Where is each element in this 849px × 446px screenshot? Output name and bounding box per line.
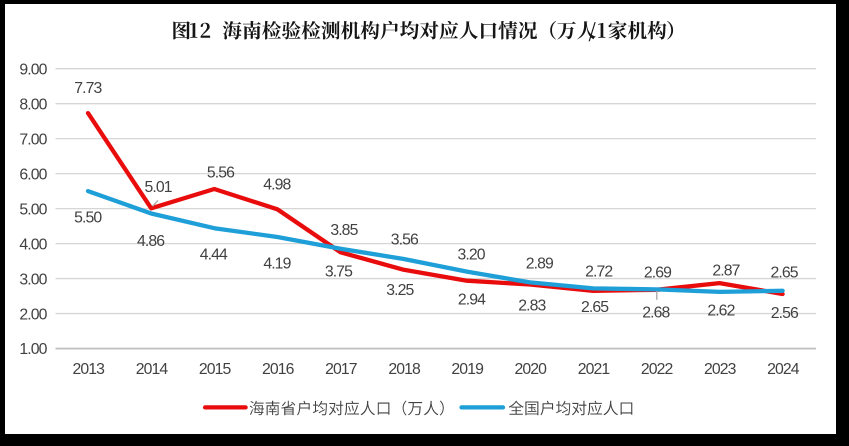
svg-text:2019: 2019 [451, 361, 484, 378]
svg-text:2.94: 2.94 [458, 292, 486, 309]
svg-text:2.62: 2.62 [707, 302, 734, 319]
svg-text:2.65: 2.65 [771, 265, 799, 282]
svg-text:5.00: 5.00 [19, 201, 47, 218]
svg-text:5.50: 5.50 [74, 209, 102, 226]
svg-text:2.65: 2.65 [581, 299, 609, 316]
svg-text:2020: 2020 [515, 361, 548, 378]
svg-text:2.56: 2.56 [771, 305, 799, 322]
svg-text:2021: 2021 [578, 361, 611, 378]
svg-text:3.25: 3.25 [386, 282, 414, 299]
svg-text:6.00: 6.00 [19, 166, 47, 183]
svg-text:1.00: 1.00 [19, 341, 47, 358]
svg-text:4.19: 4.19 [263, 256, 291, 273]
svg-text:2022: 2022 [641, 361, 673, 378]
svg-text:2.87: 2.87 [712, 262, 739, 279]
svg-text:7.00: 7.00 [19, 131, 47, 148]
svg-text:4.44: 4.44 [200, 247, 228, 264]
svg-text:4.86: 4.86 [137, 233, 165, 250]
svg-text:4.98: 4.98 [263, 177, 291, 194]
svg-text:2.68: 2.68 [642, 304, 670, 321]
svg-text:2013: 2013 [73, 361, 106, 378]
svg-text:2.69: 2.69 [644, 265, 672, 282]
svg-text:3.20: 3.20 [458, 246, 486, 263]
svg-text:2.89: 2.89 [526, 255, 554, 272]
svg-text:2018: 2018 [388, 361, 421, 378]
svg-text:2.00: 2.00 [19, 306, 47, 323]
svg-text:4.00: 4.00 [19, 236, 47, 253]
svg-text:2.72: 2.72 [585, 263, 612, 280]
svg-text:5.56: 5.56 [207, 165, 235, 182]
svg-text:2014: 2014 [136, 361, 169, 378]
svg-text:3.00: 3.00 [19, 271, 47, 288]
svg-text:3.85: 3.85 [330, 222, 358, 239]
svg-text:2016: 2016 [262, 361, 295, 378]
svg-text:2024: 2024 [767, 361, 800, 378]
svg-text:2015: 2015 [199, 361, 232, 378]
svg-text:8.00: 8.00 [19, 96, 47, 113]
svg-text:3.75: 3.75 [325, 264, 353, 281]
svg-text:2.83: 2.83 [518, 298, 546, 315]
svg-text:2017: 2017 [325, 361, 357, 378]
svg-text:2023: 2023 [704, 361, 737, 378]
svg-text:5.01: 5.01 [145, 179, 173, 196]
svg-text:3.56: 3.56 [391, 232, 419, 249]
svg-text:7.73: 7.73 [74, 80, 102, 97]
svg-text:9.00: 9.00 [19, 61, 47, 78]
